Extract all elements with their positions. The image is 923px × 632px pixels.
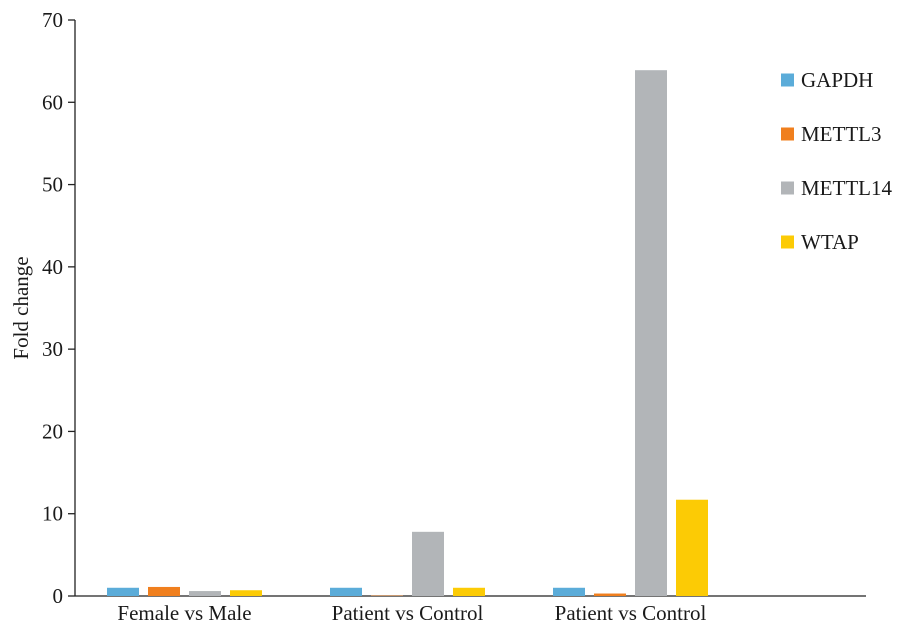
- bars: [107, 70, 708, 596]
- y-axis-title: Fold change: [9, 256, 33, 359]
- bar-mettl14-group-3: [635, 70, 667, 596]
- y-tick-label: 10: [42, 502, 63, 526]
- bar-mettl3-group-1: [148, 587, 180, 596]
- y-tick-label: 60: [42, 90, 63, 114]
- bar-wtap-group-2: [453, 588, 485, 596]
- bar-mettl3-group-3: [594, 594, 626, 596]
- legend-label-mettl3: METTL3: [801, 122, 881, 146]
- legend-swatch-gapdh: [781, 74, 794, 87]
- y-tick-label: 0: [53, 584, 64, 608]
- legend-label-wtap: WTAP: [801, 230, 859, 254]
- legend-swatch-wtap: [781, 236, 794, 249]
- x-category-label: Patient vs Control: [332, 601, 484, 625]
- y-tick-label: 20: [42, 419, 63, 443]
- bar-wtap-group-3: [676, 500, 708, 596]
- bar-gapdh-group-3: [553, 588, 585, 596]
- y-tick-label: 70: [42, 8, 63, 32]
- bar-wtap-group-1: [230, 590, 262, 596]
- y-axis: 0 10 20 30 40 50 60 70: [42, 8, 75, 608]
- legend: GAPDH METTL3 METTL14 WTAP: [781, 68, 892, 254]
- y-tick-label: 30: [42, 337, 63, 361]
- legend-label-gapdh: GAPDH: [801, 68, 873, 92]
- y-tick-label: 50: [42, 173, 63, 197]
- x-category-label: Patient vs Control: [555, 601, 707, 625]
- legend-label-mettl14: METTL14: [801, 176, 892, 200]
- legend-swatch-mettl3: [781, 128, 794, 141]
- legend-swatch-mettl14: [781, 182, 794, 195]
- bar-mettl14-group-1: [189, 591, 221, 596]
- bar-gapdh-group-1: [107, 588, 139, 596]
- x-category-label: Female vs Male: [117, 601, 251, 625]
- y-tick-label: 40: [42, 255, 63, 279]
- x-axis: Female vs Male Patient vs Control Patient …: [75, 596, 866, 625]
- bar-mettl14-group-2: [412, 532, 444, 596]
- bar-gapdh-group-2: [330, 588, 362, 596]
